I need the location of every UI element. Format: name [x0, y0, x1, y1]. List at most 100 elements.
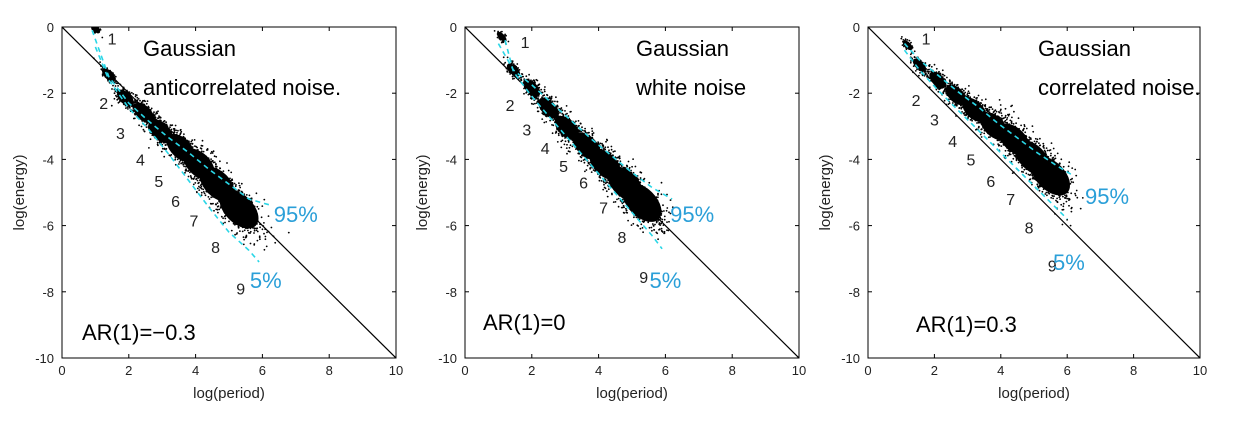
data-point — [559, 112, 561, 114]
y-tick-label: 0 — [450, 20, 457, 35]
data-point — [230, 172, 232, 174]
data-point — [138, 124, 140, 126]
data-point — [569, 111, 571, 113]
data-point — [147, 100, 149, 102]
data-point — [238, 182, 240, 184]
data-point — [175, 155, 177, 157]
data-point — [118, 102, 120, 104]
data-point — [554, 101, 556, 103]
data-point — [212, 196, 214, 198]
data-point — [133, 118, 135, 120]
data-point — [663, 233, 665, 235]
cluster-label: 3 — [116, 126, 125, 143]
data-point — [265, 238, 267, 240]
data-point — [555, 96, 557, 98]
cluster-label: 6 — [171, 194, 180, 211]
data-point — [642, 220, 644, 222]
data-point — [223, 170, 225, 172]
data-point — [591, 130, 593, 132]
data-point — [161, 128, 163, 130]
data-point — [619, 155, 621, 157]
data-point — [566, 113, 568, 115]
data-point — [628, 161, 630, 163]
data-point — [598, 147, 600, 149]
data-point — [288, 232, 290, 234]
data-point — [591, 128, 593, 130]
data-point — [631, 224, 633, 226]
data-point — [228, 221, 230, 223]
data-point — [584, 162, 586, 164]
data-point — [203, 151, 205, 153]
data-point — [256, 192, 258, 194]
data-point — [163, 121, 165, 123]
data-point — [598, 162, 600, 164]
data-point — [568, 150, 570, 152]
data-point — [217, 212, 219, 214]
data-point — [614, 150, 616, 152]
data-point — [231, 230, 233, 232]
data-point — [187, 141, 189, 143]
data-point — [619, 157, 621, 159]
data-point — [214, 155, 216, 157]
data-point — [505, 35, 507, 37]
data-point — [180, 163, 182, 165]
data-point — [135, 102, 137, 104]
data-point — [583, 130, 585, 132]
data-point — [193, 184, 195, 186]
data-point — [576, 147, 578, 149]
data-point — [174, 128, 176, 130]
data-point — [165, 135, 167, 137]
data-point — [192, 143, 194, 145]
data-point — [637, 225, 639, 227]
data-point — [148, 107, 150, 109]
panel-title-line-1: Gaussian — [143, 36, 236, 61]
data-point — [115, 82, 117, 84]
data-point — [250, 231, 252, 233]
x-tick-label: 0 — [461, 363, 468, 378]
x-tick-label: 2 — [125, 363, 132, 378]
data-point — [217, 206, 219, 208]
data-point — [627, 220, 629, 222]
y-tick-label: -4 — [42, 152, 54, 167]
data-point — [253, 232, 255, 234]
x-tick-label: 6 — [662, 363, 669, 378]
data-point — [194, 182, 196, 184]
data-point — [544, 114, 546, 116]
data-point — [595, 146, 597, 148]
data-point — [174, 159, 176, 161]
data-point — [607, 196, 609, 198]
data-point — [215, 156, 217, 158]
data-point — [274, 242, 276, 244]
data-point — [155, 113, 157, 115]
data-point — [180, 131, 182, 133]
data-point — [581, 126, 583, 128]
data-point — [619, 194, 621, 196]
data-point — [625, 212, 627, 214]
data-point — [210, 188, 212, 190]
data-point — [179, 135, 181, 137]
data-point — [170, 154, 172, 156]
data-point — [562, 135, 564, 137]
data-point — [167, 134, 169, 136]
data-point — [250, 243, 252, 245]
data-point — [642, 227, 644, 229]
data-point — [586, 141, 588, 143]
data-point — [633, 178, 635, 180]
data-point — [611, 149, 613, 151]
cluster-label: 9 — [236, 281, 245, 298]
y-axis-label: log(energy) — [414, 155, 431, 231]
data-point — [243, 236, 245, 238]
data-point — [190, 176, 192, 178]
data-point — [210, 152, 212, 154]
data-point — [175, 125, 177, 127]
data-point — [180, 129, 182, 131]
data-point — [94, 25, 96, 27]
data-point — [600, 143, 602, 145]
data-point — [253, 244, 255, 246]
data-point — [591, 158, 593, 160]
data-point — [201, 192, 203, 194]
data-point — [661, 193, 663, 195]
data-point — [566, 147, 568, 149]
data-point — [636, 217, 638, 219]
